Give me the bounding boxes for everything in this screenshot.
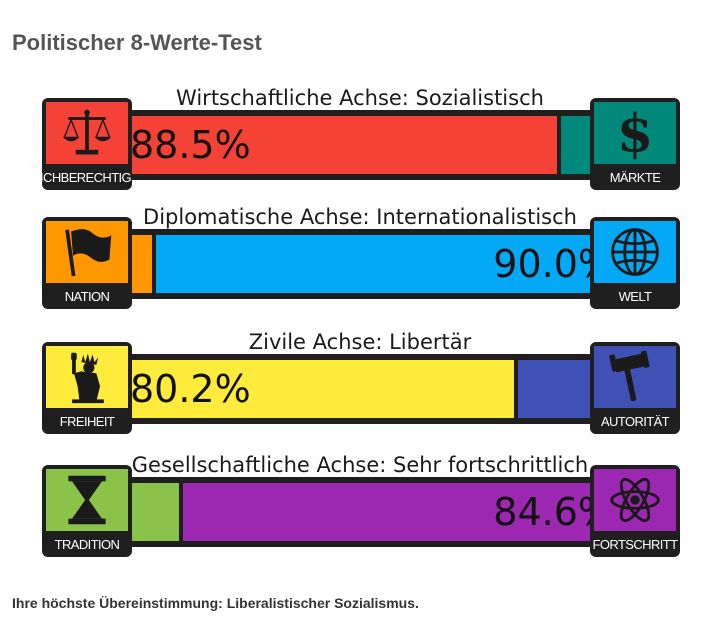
axis-right-label: WELT xyxy=(618,288,652,304)
page-title: Politischer 8-Werte-Test xyxy=(12,30,262,55)
axis-title: Zivile Achse: Libertär xyxy=(248,330,472,354)
axis-right-label: FORTSCHRITT xyxy=(592,536,678,552)
axis-bar: 90.0% xyxy=(100,229,620,299)
axis-left-label: GLEICHBERECHTIGUNG xyxy=(42,169,132,185)
axis-title: Diplomatische Achse: Internationalistisc… xyxy=(143,205,577,229)
result-text: Ihre höchste Übereinstimmung: Liberalist… xyxy=(12,595,419,611)
axis-bar: 80.2% xyxy=(100,354,620,424)
axis-title: Wirtschaftliche Achse: Sozialistisch xyxy=(176,86,544,110)
axis-bar: 88.5% xyxy=(100,110,620,180)
icon-box-left: FREIHEIT xyxy=(42,342,132,434)
axis-left-label: NATION xyxy=(64,288,110,304)
axis-right-label: AUTORITÄT xyxy=(600,413,670,429)
axis-left-label: FREIHEIT xyxy=(59,413,115,429)
bar-left-segment xyxy=(102,358,516,420)
bar-left-segment xyxy=(102,114,559,176)
atom-icon xyxy=(610,477,660,523)
axis-economic: Wirtschaftliche Achse: Sozialistisch 88.… xyxy=(0,84,709,194)
bar-right-segment xyxy=(154,233,618,295)
axis-title: Gesellschaftliche Achse: Sehr fortschrit… xyxy=(131,453,589,477)
icon-box-left: NATION xyxy=(42,217,132,309)
icon-box-right: WELT xyxy=(590,217,680,309)
axis-bar: 84.6% xyxy=(100,477,620,547)
axis-civil: Zivile Achse: Libertär 80.2% FREIHEIT xyxy=(0,328,709,438)
icon-box-left: TRADITION xyxy=(42,465,132,557)
hourglass-icon xyxy=(68,475,106,525)
icon-box-right: AUTORITÄT xyxy=(590,342,680,434)
axis-percentage: 88.5% xyxy=(130,123,251,167)
axis-diplomatic: Diplomatische Achse: Internationalistisc… xyxy=(0,203,709,313)
statue-of-liberty-icon xyxy=(71,352,104,404)
globe-icon xyxy=(611,228,659,276)
icon-box-right: $ MÄRKTE xyxy=(590,98,680,190)
icon-box-right: FORTSCHRITT xyxy=(590,465,680,557)
flag-icon xyxy=(65,229,112,277)
axis-societal: Gesellschaftliche Achse: Sehr fortschrit… xyxy=(0,451,709,561)
icon-box-left: GLEICHBERECHTIGUNG xyxy=(42,98,132,190)
axis-left-label: TRADITION xyxy=(54,536,120,552)
bar-right-segment xyxy=(181,481,618,543)
axis-percentage: 80.2% xyxy=(130,367,251,411)
axis-right-label: MÄRKTE xyxy=(609,169,661,185)
dollar-icon: $ xyxy=(617,105,653,161)
scales-icon xyxy=(62,109,112,155)
gavel-icon xyxy=(609,350,650,402)
svg-text:$: $ xyxy=(617,105,653,161)
